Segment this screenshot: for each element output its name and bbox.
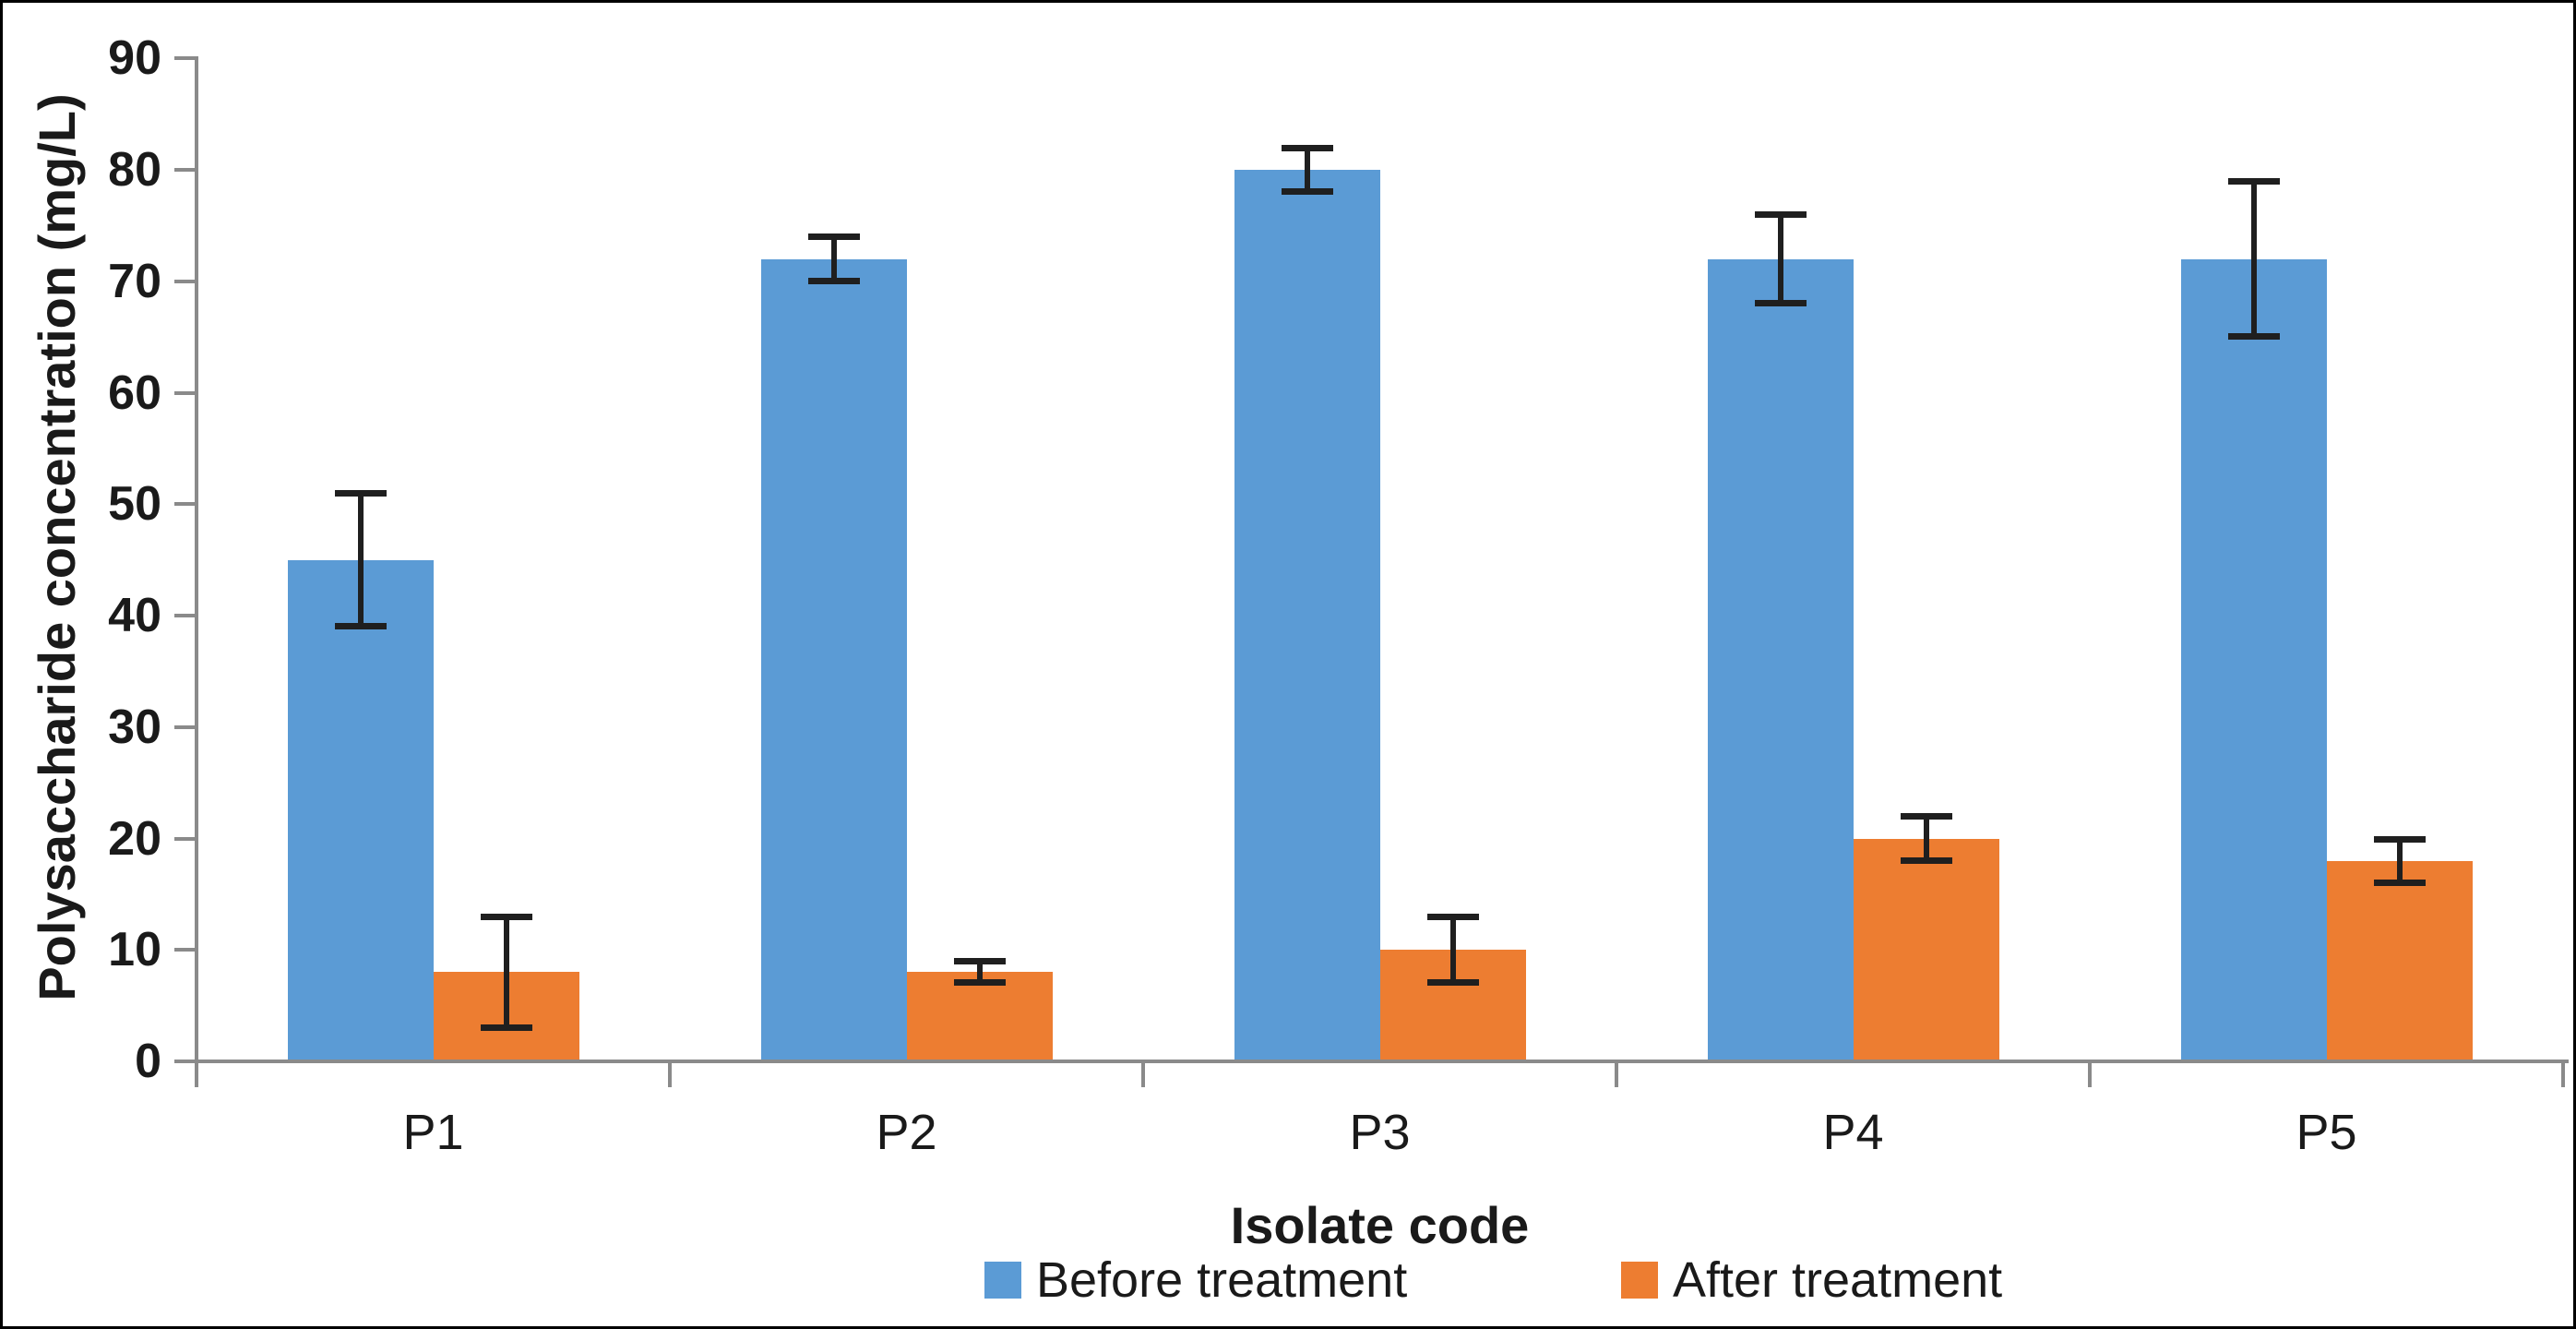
error-bar-cap-bottom xyxy=(334,623,387,630)
x-axis-tick xyxy=(2088,1061,2092,1087)
y-tick-label: 0 xyxy=(135,1035,161,1088)
chart-plot-area: 0 10 20 30 40 50 60 70 80 90 P1 P2 P3 P4 P5 xyxy=(3,3,2573,1326)
error-bar-cap-bottom xyxy=(1754,299,1807,306)
y-tick-label: 80 xyxy=(108,143,161,197)
error-bar-cap-bottom xyxy=(953,979,1006,987)
x-category-label: P2 xyxy=(876,1105,937,1160)
error-bar-cap-bottom xyxy=(1900,856,1952,864)
bar-before-p3 xyxy=(1234,170,1380,1061)
error-bar-cap-top xyxy=(1900,813,1952,820)
error-bar-cap-top xyxy=(334,490,387,497)
x-category-label: P5 xyxy=(2296,1105,2357,1160)
error-bar-line xyxy=(2250,181,2257,338)
error-bar-cap-bottom xyxy=(1426,979,1479,987)
legend-swatch-before-icon xyxy=(984,1262,1021,1299)
y-tick-label: 50 xyxy=(108,477,161,532)
error-bar-cap-top xyxy=(1281,144,1333,151)
error-bar-line xyxy=(1777,214,1783,304)
x-axis-title: Isolate code xyxy=(1230,1196,1530,1254)
error-bar-line xyxy=(1449,916,1456,984)
x-axis-tick xyxy=(1141,1061,1145,1087)
y-tick-label: 20 xyxy=(108,811,161,866)
bar-after-p4 xyxy=(1853,838,1999,1061)
error-bar-line xyxy=(830,236,837,281)
error-bar-line xyxy=(1304,147,1310,193)
bar-after-p2 xyxy=(906,972,1053,1061)
error-bar-line xyxy=(976,961,983,984)
y-axis-tick xyxy=(174,56,195,61)
x-axis-tick xyxy=(1615,1061,1618,1087)
error-bar-cap-bottom xyxy=(1281,188,1333,196)
y-axis-tick xyxy=(174,502,195,507)
y-axis-tick xyxy=(174,948,195,952)
x-axis-tick xyxy=(195,1061,198,1087)
y-axis-tick xyxy=(174,614,195,617)
error-bar-cap-bottom xyxy=(2227,333,2280,341)
error-bar-line xyxy=(503,916,509,1028)
error-bar-line xyxy=(2396,838,2403,883)
y-tick-label: 30 xyxy=(108,700,161,754)
error-bar-cap-top xyxy=(807,233,860,241)
y-tick-label: 10 xyxy=(108,923,161,977)
x-category-label: P3 xyxy=(1349,1105,1411,1160)
y-axis-tick xyxy=(174,168,195,172)
bar-before-p2 xyxy=(760,258,907,1061)
error-bar-cap-top xyxy=(480,914,532,921)
error-bar-cap-top xyxy=(1754,211,1807,219)
bar-before-p4 xyxy=(1707,258,1854,1061)
bar-before-p1 xyxy=(287,559,434,1061)
error-bar-cap-top xyxy=(2373,835,2426,843)
error-bar-line xyxy=(1923,816,1929,861)
y-axis-tick xyxy=(174,1060,195,1063)
error-bar-cap-top xyxy=(2227,178,2280,186)
error-bar-cap-bottom xyxy=(807,277,860,284)
y-axis-tick xyxy=(174,724,195,729)
legend-item-before-treatment: Before treatment xyxy=(984,1254,1407,1306)
y-tick-label: 60 xyxy=(108,365,161,420)
error-bar-cap-top xyxy=(1426,914,1479,921)
legend-item-after-treatment: After treatment xyxy=(1621,1254,2002,1306)
y-axis-title: Polysaccharide concentration (mg/L) xyxy=(28,93,86,1001)
error-bar-line xyxy=(357,493,364,628)
error-bar-cap-bottom xyxy=(480,1024,532,1031)
bar-after-p5 xyxy=(2326,860,2473,1061)
y-tick-label: 90 xyxy=(108,31,161,86)
x-axis-tick xyxy=(668,1061,672,1087)
y-axis-line xyxy=(195,56,198,1065)
x-category-label: P4 xyxy=(1822,1105,1884,1160)
y-axis-tick xyxy=(174,390,195,395)
y-axis-tick xyxy=(174,279,195,283)
legend-swatch-after-icon xyxy=(1621,1262,1658,1299)
x-category-label: P1 xyxy=(402,1105,464,1160)
y-axis-tick xyxy=(174,836,195,841)
y-tick-label: 70 xyxy=(108,254,161,308)
error-bar-cap-top xyxy=(953,958,1006,965)
error-bar-cap-bottom xyxy=(2373,879,2426,886)
legend-label-before: Before treatment xyxy=(1036,1252,1408,1308)
bar-before-p5 xyxy=(2180,258,2327,1061)
y-tick-label: 40 xyxy=(108,589,161,642)
x-axis-tick xyxy=(2561,1061,2565,1087)
legend-label-after: After treatment xyxy=(1673,1252,2003,1308)
x-axis-line xyxy=(193,1060,2569,1063)
